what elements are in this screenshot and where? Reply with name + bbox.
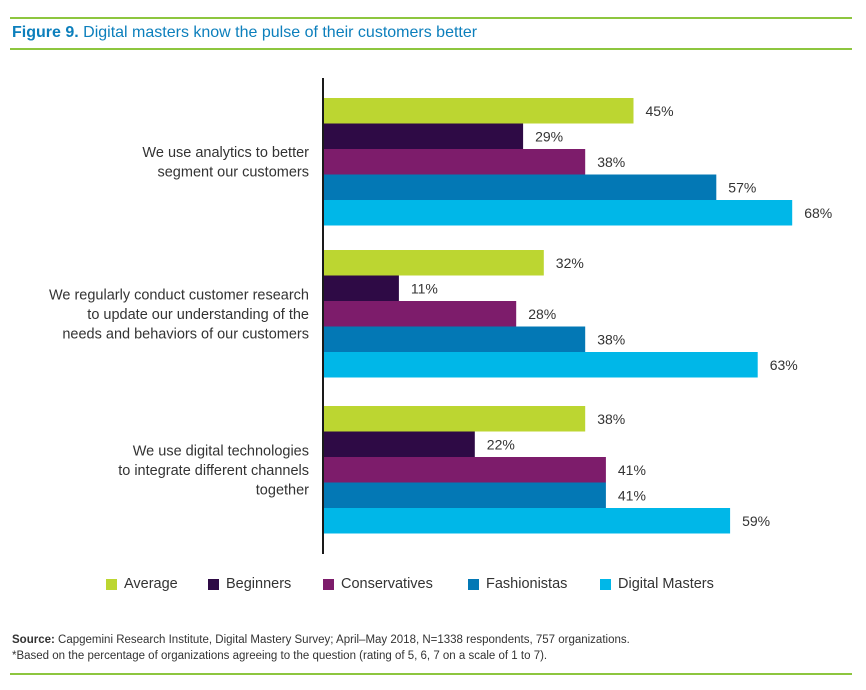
bar-beginners-2: [323, 275, 399, 301]
data-label: 59%: [742, 513, 770, 529]
bottom-rule: [10, 673, 852, 675]
legend-label: Average: [124, 576, 178, 592]
data-label: 63%: [770, 357, 798, 373]
bar-fashionistas-2: [323, 326, 586, 352]
legend-label: Fashionistas: [486, 576, 568, 592]
bar-conservatives-2: [323, 301, 517, 327]
figure-number: Figure 9.: [12, 24, 79, 41]
title-underline: [10, 48, 852, 50]
figure-title-text: Digital masters know the pulse of their …: [78, 24, 478, 41]
bar-average-2: [323, 250, 544, 276]
source-label: Source:: [12, 634, 55, 646]
legend-swatch: [208, 578, 219, 590]
bar-conservatives-3: [323, 457, 606, 483]
legend-label: Digital Masters: [618, 576, 714, 592]
data-label: 41%: [618, 462, 646, 478]
category-label: We regularly conduct customer research: [49, 287, 309, 303]
legend-label: Beginners: [226, 576, 292, 592]
bar-digital-masters-1: [323, 200, 793, 226]
category-label: We use digital technologies: [133, 443, 309, 459]
legend-swatch: [600, 578, 611, 590]
legend-item-average: Average: [106, 576, 178, 592]
bar-fashionistas-1: [323, 174, 717, 200]
legend-label: Conservatives: [341, 576, 433, 592]
data-label: 22%: [487, 436, 515, 452]
bar-beginners-3: [323, 431, 475, 457]
legend-item-conservatives: Conservatives: [323, 576, 433, 592]
source-note: Source: Capgemini Research Institute, Di…: [12, 632, 630, 664]
bar-chart: 45% 29% 38% 57% 68% We use analytics to bette…: [49, 78, 832, 554]
data-label: 38%: [597, 331, 625, 347]
data-label: 38%: [597, 154, 625, 170]
legend-swatch: [323, 578, 334, 590]
data-label: 45%: [646, 103, 674, 119]
legend-item-fashionistas: Fashionistas: [468, 576, 567, 592]
bar-average-3: [323, 406, 586, 432]
category-label: needs and behaviors of our customers: [62, 326, 309, 342]
category-label: We use analytics to better: [142, 145, 309, 161]
bar-conservatives-1: [323, 149, 586, 175]
top-rule: [10, 17, 852, 19]
category-label: to update our understanding of the: [87, 307, 309, 323]
bar-fashionistas-3: [323, 482, 606, 508]
footnote: *Based on the percentage of organization…: [12, 650, 548, 662]
category-label: segment our customers: [157, 165, 309, 181]
chart-legend: Average Beginners Conservatives Fashionista…: [0, 576, 866, 596]
bar-beginners-1: [323, 123, 524, 149]
data-label: 41%: [618, 487, 646, 503]
data-label: 32%: [556, 255, 584, 271]
bar-digital-masters-3: [323, 508, 731, 534]
figure-title: Figure 9. Digital masters know the pulse…: [12, 24, 477, 42]
legend-item-beginners: Beginners: [208, 576, 291, 592]
bar-average-1: [323, 98, 634, 124]
legend-swatch: [106, 578, 117, 590]
data-label: 28%: [528, 306, 556, 322]
category-label: to integrate different channels: [118, 463, 309, 479]
category-label: together: [256, 482, 309, 498]
legend-item-digital-masters: Digital Masters: [600, 576, 714, 592]
data-label: 11%: [411, 280, 438, 296]
source-text: Capgemini Research Institute, Digital Ma…: [54, 634, 630, 646]
legend-swatch: [468, 578, 479, 590]
data-label: 68%: [804, 205, 832, 221]
data-label: 38%: [597, 411, 625, 427]
data-label: 57%: [728, 179, 756, 195]
data-label: 29%: [535, 128, 563, 144]
bar-digital-masters-2: [323, 352, 758, 378]
